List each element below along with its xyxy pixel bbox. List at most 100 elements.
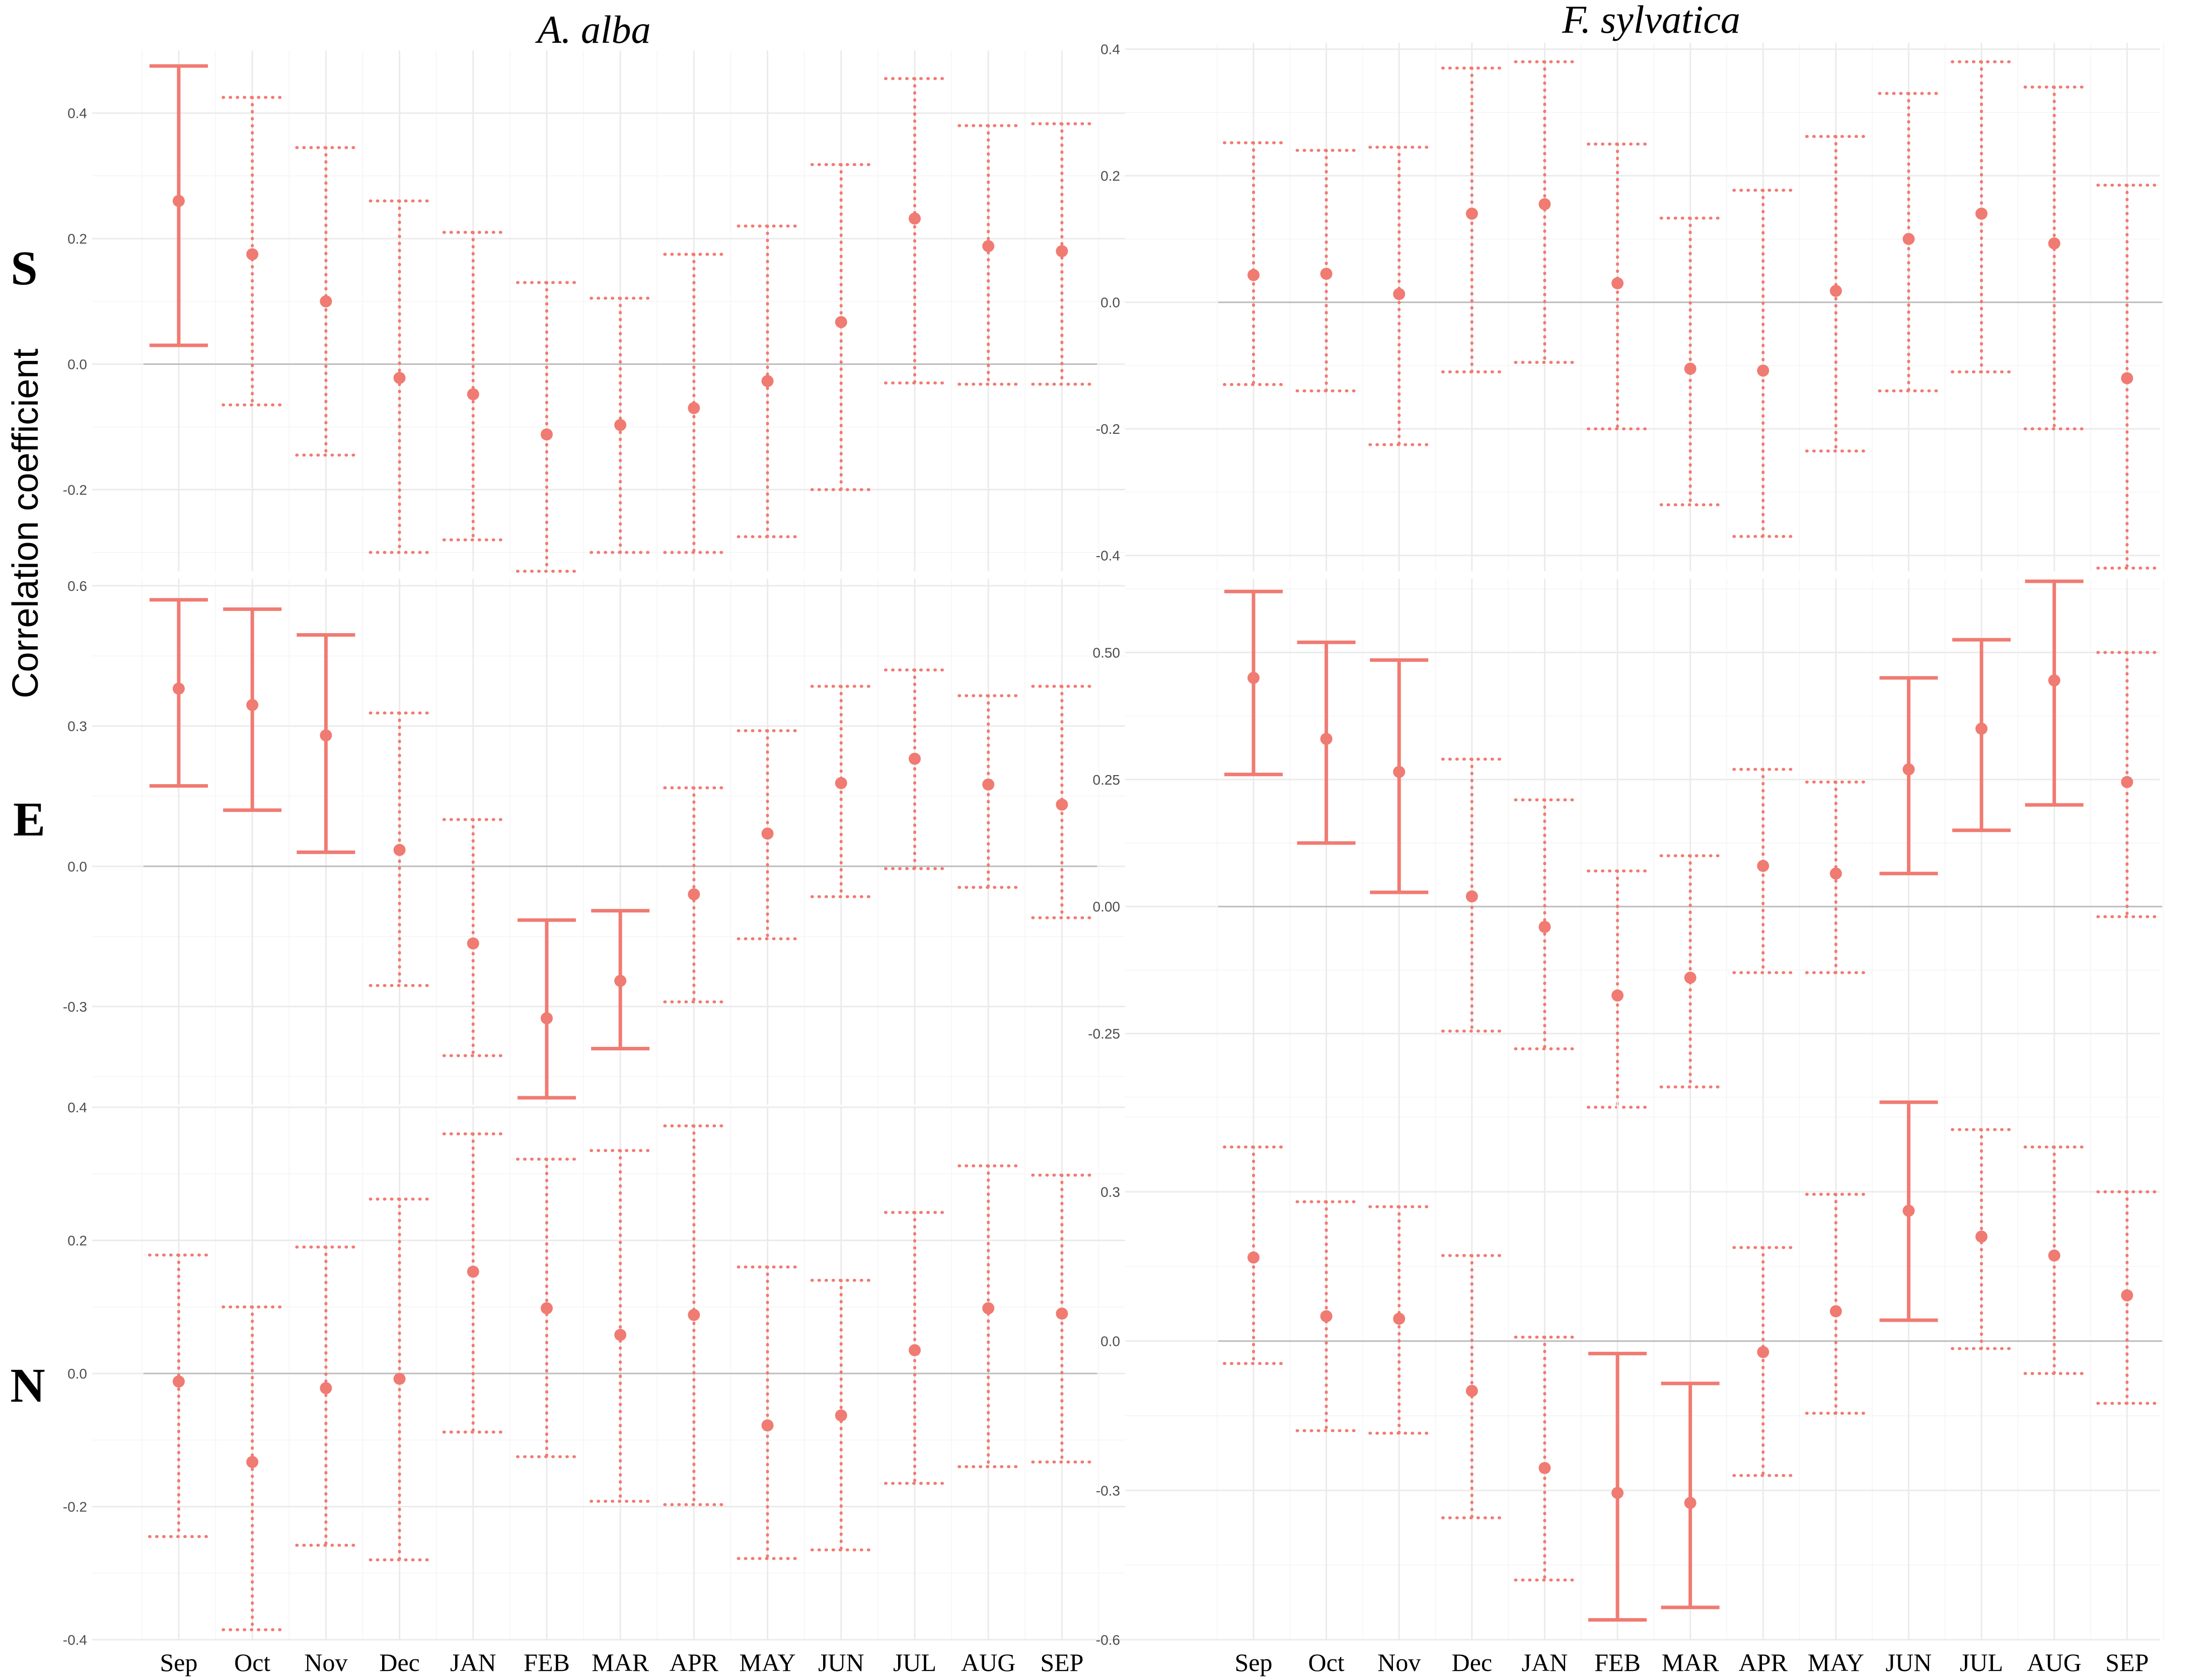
x-tick-label-oct: Oct (1308, 1648, 1344, 1676)
errorbar-may-8 (1807, 782, 1865, 973)
panel-a-alba-s: -0.2 0.0 0.2 0.4 (63, 50, 1125, 571)
point-feb-5 (541, 428, 553, 440)
point-jul-10 (1975, 1231, 1988, 1243)
errorbar-feb-5 (518, 920, 576, 1098)
x-tick-label-may: MAY (740, 1648, 796, 1676)
x-tick-label-jul: JUL (1960, 1648, 2003, 1676)
point-may-8 (762, 375, 774, 387)
point-jun-9 (1902, 763, 1915, 776)
y-tick-label: -0.2 (63, 1499, 87, 1515)
point-aug-11 (982, 1302, 994, 1314)
point-aug-11 (2048, 674, 2061, 686)
errorbar-sep-0 (150, 600, 208, 786)
point-jun-9 (1902, 1205, 1915, 1217)
x-tick-label-nov: Nov (1377, 1648, 1421, 1676)
point-feb-5 (541, 1012, 553, 1024)
y-axis-label: Correlation coefficient (6, 348, 46, 698)
y-tick-label: 0.3 (67, 719, 87, 734)
title-a-alba: A. alba (535, 8, 650, 51)
point-nov-2 (1393, 1313, 1405, 1325)
point-jun-9 (835, 777, 847, 789)
point-may-8 (1830, 1305, 1842, 1317)
point-sep-0 (173, 1376, 185, 1388)
errorbar-nov-2 (297, 635, 355, 852)
y-tick-label: 0.50 (1093, 645, 1121, 660)
x-tick-label-jul: JUL (893, 1648, 936, 1676)
errorbar-sep-12 (1033, 686, 1091, 918)
y-tick-label: 0.4 (67, 1100, 87, 1115)
y-tick-label: -0.6 (1096, 1632, 1120, 1648)
point-sep-0 (1247, 269, 1260, 281)
x-tick-label-apr: APR (1739, 1648, 1788, 1676)
point-dec-3 (394, 1373, 406, 1385)
errorbar-sep-0 (1224, 591, 1283, 774)
x-tick-label-sep: Sep (160, 1648, 198, 1676)
x-tick-label-apr: APR (670, 1648, 719, 1676)
x-tick-label-sep: SEP (2105, 1648, 2149, 1676)
point-feb-5 (541, 1302, 553, 1314)
point-sep-12 (1056, 245, 1068, 257)
x-tick-label-jun: JUN (1886, 1648, 1932, 1676)
row-label-n: N (10, 1358, 45, 1412)
point-dec-3 (394, 372, 406, 384)
point-dec-3 (1466, 1385, 1478, 1397)
y-tick-label: 0.3 (1100, 1184, 1120, 1200)
point-aug-11 (982, 240, 994, 252)
x-tick-label-mar: MAR (592, 1648, 649, 1676)
y-tick-label: -0.2 (1096, 421, 1120, 437)
point-may-8 (762, 1419, 774, 1431)
point-jul-10 (909, 753, 921, 765)
point-mar-6 (614, 1329, 626, 1341)
figure: A. alba F. sylvatica Correlation coeffic… (0, 0, 2207, 1680)
x-tick-label-jan: JAN (1522, 1648, 1568, 1676)
y-tick-label: 0.2 (1100, 168, 1120, 184)
x-tick-label-sep: Sep (1235, 1648, 1273, 1676)
point-aug-11 (2048, 238, 2061, 250)
y-tick-label: 0.2 (67, 1233, 87, 1249)
point-jan-4 (467, 938, 479, 950)
point-apr-7 (1757, 364, 1769, 376)
point-sep-12 (2121, 372, 2133, 384)
errorbar-oct-1 (223, 609, 281, 810)
point-feb-5 (1611, 1487, 1624, 1499)
point-may-8 (1830, 868, 1842, 880)
point-nov-2 (1393, 766, 1405, 778)
errorbar-aug-11 (2025, 581, 2084, 805)
y-tick-label: 0.0 (67, 1366, 87, 1382)
x-tick-label-may: MAY (1808, 1648, 1864, 1676)
point-oct-1 (1320, 1310, 1333, 1322)
point-apr-7 (1757, 860, 1769, 872)
y-tick-label: 0.6 (67, 578, 87, 594)
point-jul-10 (909, 1344, 921, 1356)
y-tick-label: 0.0 (1100, 1334, 1120, 1349)
x-tick-label-jun: JUN (818, 1648, 864, 1676)
panel-f-sylvatica-s: -0.4-0.20.00.20.4 (1096, 42, 2164, 571)
point-may-8 (1830, 285, 1842, 297)
point-oct-1 (246, 1456, 258, 1468)
errorbar-oct-1 (223, 1307, 281, 1630)
point-jun-9 (835, 1409, 847, 1421)
errorbar-feb-5 (1588, 1353, 1647, 1620)
point-sep-12 (2121, 1289, 2133, 1302)
y-tick-label: 0.0 (1100, 295, 1120, 311)
y-tick-label: 0.2 (67, 231, 87, 247)
point-aug-11 (982, 779, 994, 791)
point-apr-7 (688, 888, 700, 900)
errorbar-mar-6 (1661, 1384, 1720, 1608)
y-tick-label: 0.4 (1100, 42, 1120, 57)
point-mar-6 (1684, 972, 1697, 984)
y-tick-label: 0.00 (1093, 899, 1121, 914)
y-tick-label: -0.3 (1096, 1483, 1120, 1498)
errorbar-sep-0 (150, 66, 208, 345)
point-nov-2 (320, 295, 332, 308)
point-jan-4 (467, 388, 479, 400)
errorbar-jun-9 (1879, 1102, 1938, 1320)
errorbar-oct-1 (1297, 642, 1356, 843)
point-oct-1 (1320, 733, 1333, 745)
point-nov-2 (320, 1382, 332, 1394)
panel-a-alba-n: -0.4-0.20.00.20.4Sep Oct Nov Dec JAN FEB MAR AP… (63, 1100, 1125, 1676)
point-jan-4 (467, 1266, 479, 1278)
errorbar-jul-10 (1952, 640, 2011, 830)
point-may-8 (762, 827, 774, 839)
y-tick-label: 0.0 (67, 356, 87, 372)
